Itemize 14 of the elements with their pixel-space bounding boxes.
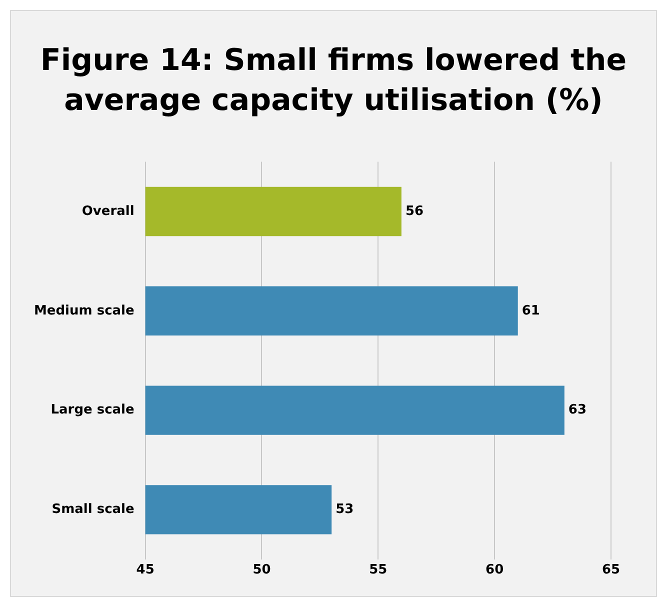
- x-tick-label: 45: [136, 562, 154, 578]
- data-label: 61: [522, 303, 540, 318]
- x-tick-label: 55: [369, 562, 388, 578]
- x-tick-label: 50: [252, 562, 271, 578]
- y-tick-label: Large scale: [50, 402, 135, 418]
- y-tick-label: Medium scale: [34, 303, 134, 318]
- data-label: 53: [336, 502, 354, 518]
- y-tick-label: Overall: [82, 204, 134, 219]
- data-label: 56: [405, 204, 424, 219]
- data-label: 63: [568, 402, 587, 418]
- x-tick-label: 60: [486, 562, 504, 578]
- x-tick-label: 65: [602, 562, 620, 578]
- chart-title: Figure 14: Small firms lowered the average capacity utilisation (%): [39, 42, 628, 120]
- y-tick-label: Small scale: [52, 502, 135, 518]
